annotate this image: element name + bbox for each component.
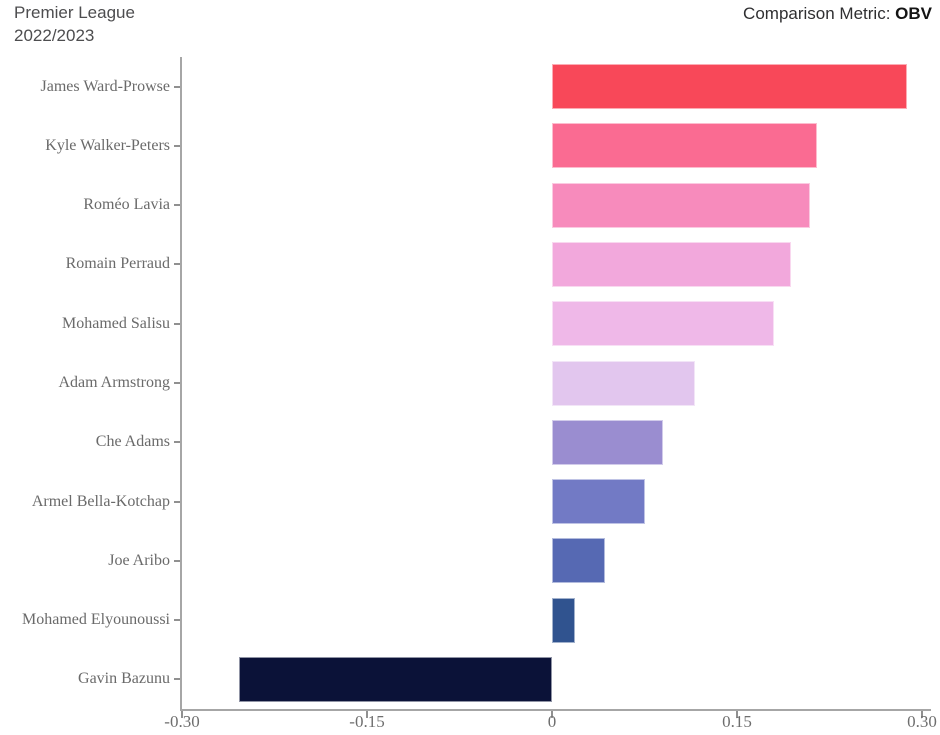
player-label-gavin-bazunu: Gavin Bazunu (78, 670, 170, 688)
player-label-mohamed-elyounoussi: Mohamed Elyounoussi (22, 611, 170, 629)
bar-che-adams[interactable] (552, 419, 663, 465)
chart-title-line2: 2022/2023 (14, 25, 95, 45)
y-tick-mark (174, 619, 180, 622)
player-label-romeo-lavia: Roméo Lavia (83, 196, 170, 214)
comparison-metric-label: Comparison Metric: (743, 4, 896, 23)
chart-title: Premier League 2022/2023 (14, 2, 135, 48)
x-tick-label: 0.15 (722, 712, 752, 731)
player-label-adam-armstrong: Adam Armstrong (58, 373, 170, 391)
y-tick-mark (174, 263, 180, 266)
player-label-romain-perraud: Romain Perraud (65, 255, 170, 273)
bar-kyle-walker-peters[interactable] (552, 123, 818, 169)
x-tick-mark (736, 711, 738, 718)
y-tick-mark (174, 441, 180, 444)
comparison-metric-value: OBV (895, 4, 932, 23)
player-label-kyle-walker-peters: Kyle Walker-Peters (45, 136, 170, 154)
player-label-joe-aribo: Joe Aribo (108, 551, 170, 569)
y-tick-mark (174, 204, 180, 207)
y-tick-mark (174, 85, 180, 88)
x-tick-label: -0.30 (164, 712, 200, 731)
x-tick-label: -0.15 (349, 712, 385, 731)
player-label-che-adams: Che Adams (95, 433, 170, 451)
bar-armel-bella-kotchap[interactable] (552, 479, 645, 525)
x-tick-mark (551, 711, 553, 718)
bar-james-ward-prowse[interactable] (552, 64, 908, 110)
y-tick-mark (174, 500, 180, 503)
y-tick-mark (174, 144, 180, 147)
comparison-metric: Comparison Metric: OBV (743, 4, 932, 24)
bar-romain-perraud[interactable] (552, 241, 792, 287)
bar-mohamed-elyounoussi[interactable] (552, 597, 576, 643)
bar-romeo-lavia[interactable] (552, 182, 810, 228)
x-tick-mark (366, 711, 368, 718)
y-tick-mark (174, 322, 180, 325)
x-tick-mark (181, 711, 183, 718)
bar-gavin-bazunu[interactable] (238, 656, 552, 702)
x-tick-label: 0 (547, 712, 557, 731)
x-tick-label: 0.30 (907, 712, 937, 731)
x-axis-line (180, 709, 931, 711)
x-tick-mark (921, 711, 923, 718)
y-tick-mark (174, 678, 180, 681)
player-label-james-ward-prowse: James Ward-Prowse (40, 77, 171, 95)
chart-title-line1: Premier League (14, 3, 135, 22)
y-tick-mark (174, 559, 180, 562)
player-label-mohamed-salisu: Mohamed Salisu (62, 314, 170, 332)
bar-joe-aribo[interactable] (552, 538, 606, 584)
bar-adam-armstrong[interactable] (552, 360, 696, 406)
y-tick-mark (174, 382, 180, 384)
player-label-armel-bella-kotchap: Armel Bella-Kotchap (31, 492, 170, 510)
y-axis-line (180, 57, 182, 709)
bar-mohamed-salisu[interactable] (552, 301, 774, 347)
